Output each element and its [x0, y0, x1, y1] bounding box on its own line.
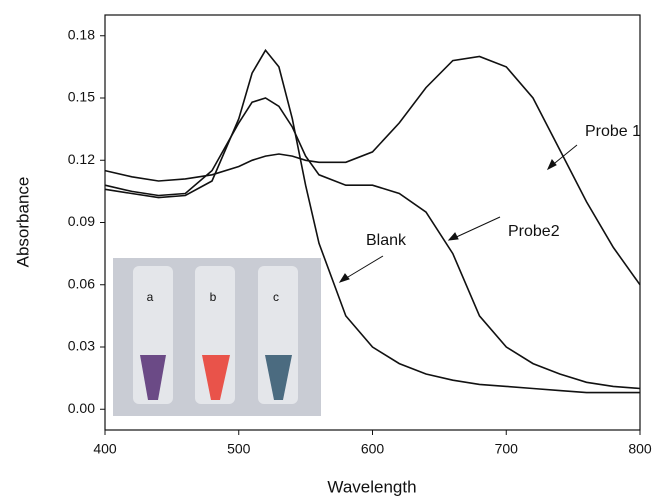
y-tick-label: 0.18 [68, 26, 95, 42]
line-series [104, 97, 641, 390]
tube-liquid [202, 355, 230, 400]
tube-liquid [140, 355, 166, 400]
x-tick-label: 700 [495, 441, 519, 457]
x-tick-label: 400 [93, 441, 117, 457]
inset-photo [113, 258, 321, 416]
annotation: Probe2 [508, 223, 560, 240]
inset-label: b [210, 290, 217, 304]
line-series [104, 55, 641, 286]
x-tick-label: 500 [227, 441, 251, 457]
y-axis-label: Absorbance [13, 177, 32, 268]
y-tick-label: 0.06 [68, 275, 95, 291]
x-tick-label: 800 [628, 441, 652, 457]
line-series [104, 48, 640, 394]
arrows [338, 144, 578, 283]
arrowhead [447, 232, 459, 241]
arrow [342, 255, 384, 281]
annotation: Blank [366, 232, 407, 249]
arrowhead [546, 159, 557, 171]
y-tick-label: 0.00 [68, 400, 95, 416]
y-tick-label: 0.15 [68, 89, 95, 105]
inset-label: c [273, 290, 279, 304]
y-tick-label: 0.12 [68, 151, 95, 167]
annotation: Probe 1 [585, 123, 641, 140]
arrow [451, 216, 501, 240]
y-tick-label: 0.03 [68, 338, 95, 354]
y-tick-label: 0.09 [68, 213, 95, 229]
tube-liquid [265, 355, 292, 400]
arrowhead [338, 273, 350, 283]
x-tick-label: 600 [361, 441, 385, 457]
inset-label: a [147, 290, 154, 304]
x-axis-label: Wavelength [327, 477, 416, 496]
